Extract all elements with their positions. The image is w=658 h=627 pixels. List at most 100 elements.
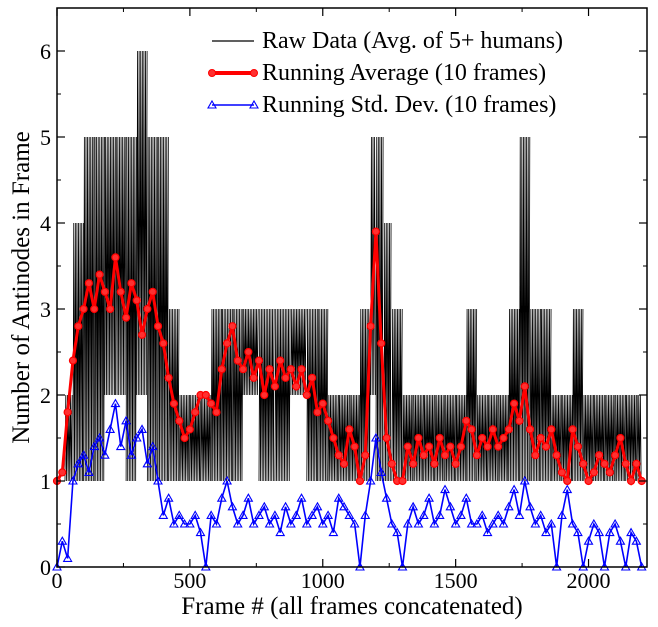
running-stddev-point [285, 518, 296, 528]
legend-stddev-marker [249, 99, 259, 109]
running-average-point [58, 468, 67, 477]
running-average-point [462, 416, 471, 425]
raw-data-segment [189, 394, 201, 482]
running-average-point [106, 304, 115, 314]
running-stddev-point [402, 518, 413, 528]
running-stddev-point [137, 424, 147, 433]
running-stddev-point [206, 510, 217, 519]
running-average-point [265, 365, 274, 374]
raw-data-segment [83, 136, 95, 482]
running-average-point [499, 433, 508, 443]
running-stddev-point [365, 475, 376, 485]
legend-stddev-label: Running Std. Dev. (10 frames) [262, 92, 556, 118]
running-stddev-point [115, 441, 126, 451]
running-stddev-point [195, 527, 206, 537]
series-layer [52, 50, 647, 571]
running-average-point [600, 459, 609, 468]
running-stddev-point [594, 527, 605, 537]
raw-data-segment [93, 136, 105, 482]
running-stddev-point [461, 493, 472, 502]
running-stddev-point [264, 518, 275, 528]
raw-data-segment [317, 308, 329, 482]
running-average-point [377, 339, 386, 348]
running-stddev-point [440, 484, 450, 494]
running-stddev-point [450, 518, 461, 528]
running-stddev-point [163, 493, 174, 502]
y-tick-label: 2 [40, 383, 51, 408]
running-average-point [472, 451, 482, 460]
running-stddev-point [370, 432, 381, 442]
running-stddev-point [158, 510, 169, 519]
running-average-point [579, 459, 588, 468]
running-average-point [302, 390, 311, 400]
running-average-point [180, 433, 189, 443]
raw-data-segment [359, 308, 371, 482]
running-stddev-point [190, 510, 201, 519]
running-average-point [557, 468, 567, 477]
running-average-point [568, 425, 577, 434]
raw-data-segment [444, 394, 456, 482]
raw-data-segment [561, 394, 573, 482]
running-stddev-point [269, 510, 280, 519]
running-stddev-point [509, 484, 520, 494]
running-stddev-point [477, 510, 488, 519]
running-stddev-point [546, 518, 557, 528]
running-average-point [504, 425, 513, 434]
raw-data-segment [391, 308, 403, 482]
running-average-point [276, 356, 285, 365]
raw-data-segment [210, 308, 222, 482]
raw-data-segment [115, 136, 127, 396]
y-tick-label: 5 [40, 125, 51, 150]
running-stddev-point [301, 518, 312, 528]
running-stddev-point [445, 501, 456, 511]
running-average-point [361, 451, 370, 460]
running-stddev-point [184, 518, 195, 528]
running-stddev-point [238, 510, 248, 519]
running-stddev-point [610, 518, 621, 528]
running-average-point [334, 451, 343, 460]
running-average-point [366, 322, 375, 331]
raw-data-segment [274, 308, 291, 482]
running-stddev-point [541, 527, 551, 537]
running-average-point [207, 399, 216, 408]
running-average-point [132, 296, 141, 305]
running-stddev-point [344, 510, 355, 519]
running-stddev-point [493, 510, 504, 519]
running-stddev-point [482, 527, 493, 537]
y-axis-title: Number of Antinodes in Frame [8, 131, 35, 443]
running-stddev-point [83, 467, 94, 476]
running-average-point [435, 433, 444, 443]
raw-data-segment [306, 308, 318, 482]
running-average-point [611, 451, 620, 460]
running-average-point [175, 416, 184, 425]
running-stddev-point [498, 518, 509, 528]
raw-data-segment [232, 308, 244, 482]
running-average-point [191, 408, 200, 417]
running-average-point [494, 442, 503, 451]
running-average-point [116, 287, 125, 296]
running-average-point [84, 279, 93, 288]
running-stddev-point [349, 518, 360, 528]
raw-data-segment [423, 394, 435, 482]
y-tick-label: 4 [40, 211, 51, 236]
raw-data-segment [348, 394, 361, 482]
running-stddev-point [386, 518, 397, 528]
raw-data-segment [370, 136, 376, 396]
raw-data-segment [508, 308, 520, 482]
running-average-point [573, 442, 583, 451]
x-tick-label: 2000 [567, 568, 611, 593]
running-stddev-point [126, 450, 137, 459]
running-stddev-point [131, 432, 142, 442]
running-stddev-point [339, 501, 349, 511]
running-stddev-point [572, 527, 583, 537]
running-average-point [329, 433, 338, 443]
running-average-point [127, 279, 136, 288]
running-average-point [249, 373, 258, 382]
raw-data-segment [455, 394, 467, 482]
running-average-point [430, 459, 439, 468]
running-stddev-point [62, 553, 73, 562]
running-average-point [339, 459, 349, 468]
running-stddev-point [376, 467, 387, 476]
running-stddev-point [307, 510, 318, 519]
